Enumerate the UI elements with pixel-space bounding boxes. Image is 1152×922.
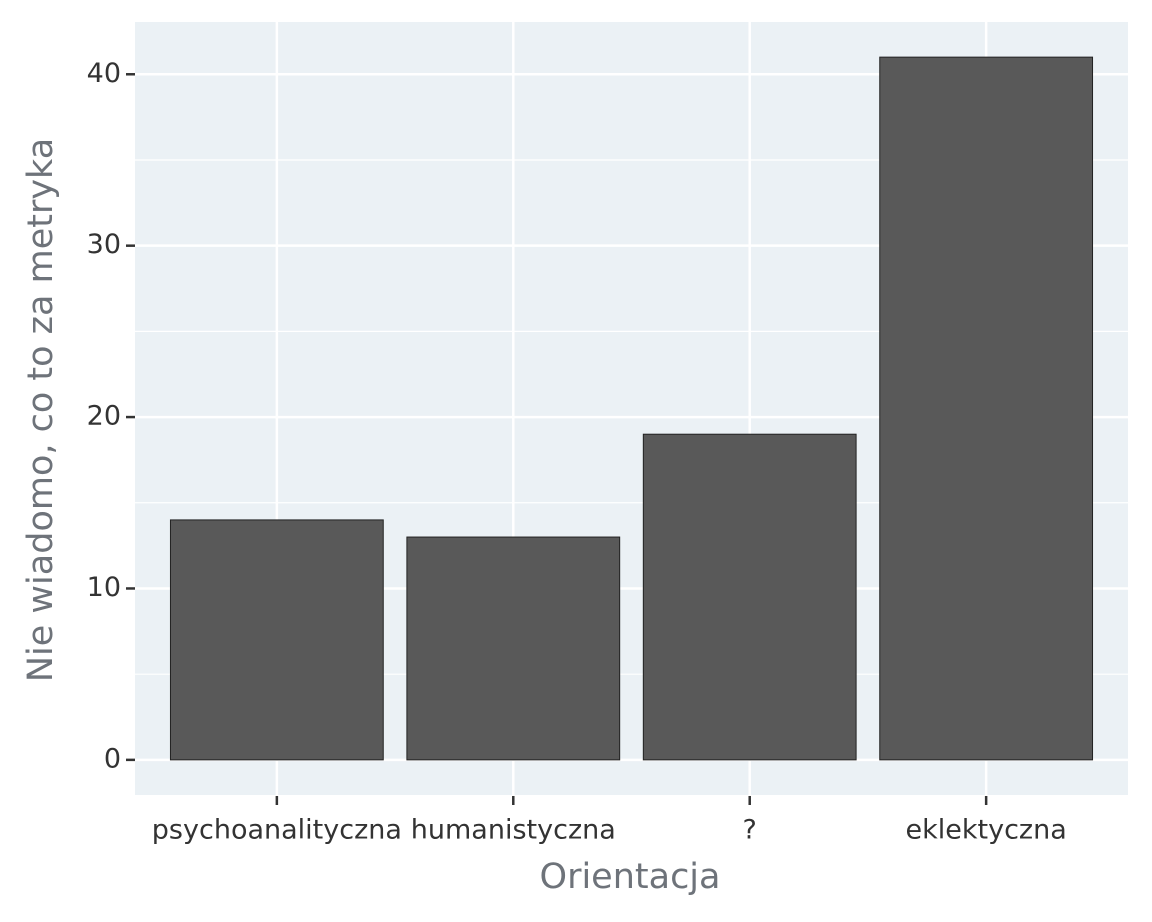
- bar: [642, 433, 857, 761]
- y-tick-label: 40: [87, 58, 121, 89]
- x-tick-label: humanistyczna: [411, 815, 616, 846]
- bar: [879, 56, 1094, 761]
- bar: [169, 519, 384, 761]
- bar: [406, 536, 621, 761]
- y-tick-label: 0: [104, 743, 121, 774]
- x-tick-label: ?: [743, 815, 757, 846]
- y-tick-label: 20: [87, 401, 121, 432]
- x-tick-label: psychoanalityczna: [152, 815, 402, 846]
- x-axis-title: Orientacja: [540, 857, 721, 897]
- y-tick-label: 10: [87, 572, 121, 603]
- x-tick-label: eklektyczna: [906, 815, 1067, 846]
- y-tick-label: 30: [87, 229, 121, 260]
- y-axis-title: Nie wiadomo, co to za metryka: [21, 138, 61, 682]
